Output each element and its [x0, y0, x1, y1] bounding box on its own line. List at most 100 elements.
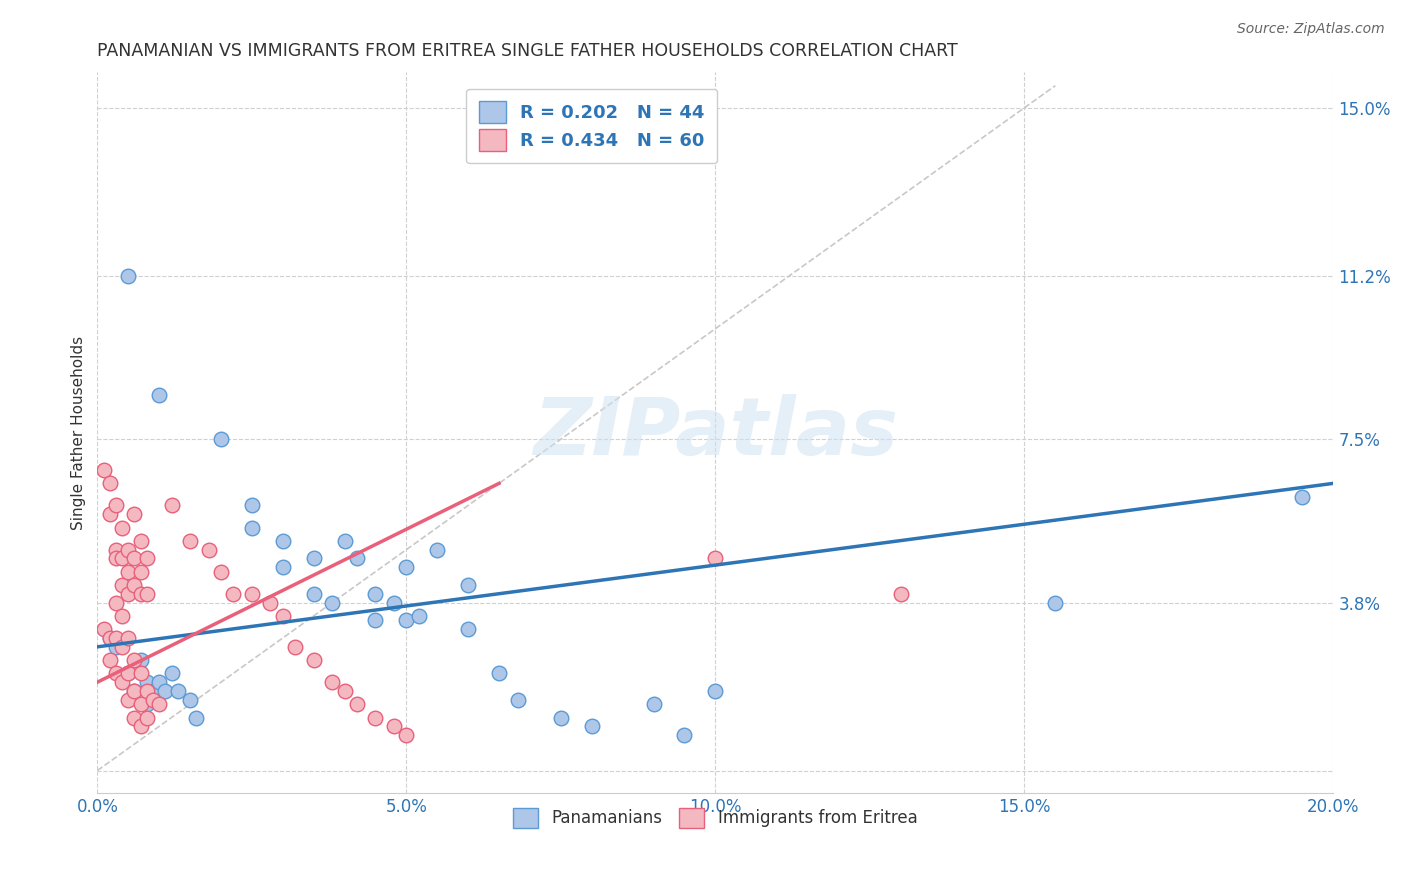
Point [1291, 490, 1313, 504]
Point [111, 640, 134, 654]
Point [135, 675, 157, 690]
Point [104, 499, 127, 513]
Point [117, 268, 139, 283]
Point [117, 565, 139, 579]
Text: Source: ZipAtlas.com: Source: ZipAtlas.com [1237, 22, 1385, 37]
Point [135, 684, 157, 698]
Point [104, 596, 127, 610]
Point [333, 533, 356, 548]
Point [271, 533, 294, 548]
Point [124, 551, 146, 566]
Point [98, 631, 121, 645]
Point [148, 675, 170, 690]
Point [890, 587, 912, 601]
Point [111, 675, 134, 690]
Point [124, 508, 146, 522]
Point [148, 388, 170, 402]
Point [321, 596, 343, 610]
Point [209, 565, 232, 579]
Point [142, 684, 165, 698]
Point [124, 653, 146, 667]
Y-axis label: Single Father Households: Single Father Households [72, 335, 86, 530]
Point [408, 608, 430, 623]
Point [550, 710, 572, 724]
Legend: Panamanians, Immigrants from Eritrea: Panamanians, Immigrants from Eritrea [506, 801, 924, 835]
Point [506, 693, 529, 707]
Point [364, 587, 387, 601]
Point [135, 710, 157, 724]
Point [124, 684, 146, 698]
Point [457, 578, 479, 592]
Point [98, 653, 121, 667]
Point [129, 698, 152, 712]
Point [160, 666, 183, 681]
Point [117, 666, 139, 681]
Point [302, 551, 325, 566]
Point [321, 675, 343, 690]
Point [346, 698, 368, 712]
Point [129, 653, 152, 667]
Point [117, 542, 139, 557]
Point [704, 551, 727, 566]
Point [197, 542, 219, 557]
Point [209, 432, 232, 446]
Point [129, 666, 152, 681]
Point [395, 560, 418, 574]
Point [222, 587, 245, 601]
Point [284, 640, 307, 654]
Point [179, 693, 201, 707]
Point [160, 499, 183, 513]
Point [240, 587, 263, 601]
Point [395, 613, 418, 627]
Point [111, 578, 134, 592]
Point [259, 596, 281, 610]
Point [457, 622, 479, 636]
Point [271, 608, 294, 623]
Point [148, 698, 170, 712]
Point [382, 596, 405, 610]
Point [104, 666, 127, 681]
Point [395, 728, 418, 742]
Point [98, 508, 121, 522]
Point [111, 520, 134, 534]
Point [302, 653, 325, 667]
Point [364, 613, 387, 627]
Point [93, 622, 115, 636]
Point [643, 698, 665, 712]
Point [111, 608, 134, 623]
Point [98, 476, 121, 491]
Point [302, 587, 325, 601]
Point [124, 684, 146, 698]
Point [104, 542, 127, 557]
Point [104, 551, 127, 566]
Point [117, 587, 139, 601]
Point [382, 719, 405, 733]
Point [135, 587, 157, 601]
Point [581, 719, 603, 733]
Point [111, 551, 134, 566]
Point [135, 698, 157, 712]
Point [271, 560, 294, 574]
Point [704, 684, 727, 698]
Point [135, 551, 157, 566]
Point [179, 533, 201, 548]
Point [155, 684, 177, 698]
Point [186, 710, 208, 724]
Point [488, 666, 510, 681]
Point [124, 578, 146, 592]
Point [117, 666, 139, 681]
Point [124, 710, 146, 724]
Point [117, 693, 139, 707]
Point [240, 499, 263, 513]
Point [129, 565, 152, 579]
Point [129, 587, 152, 601]
Point [98, 631, 121, 645]
Point [93, 463, 115, 477]
Point [129, 533, 152, 548]
Text: PANAMANIAN VS IMMIGRANTS FROM ERITREA SINGLE FATHER HOUSEHOLDS CORRELATION CHART: PANAMANIAN VS IMMIGRANTS FROM ERITREA SI… [97, 42, 957, 60]
Point [1045, 596, 1067, 610]
Point [166, 684, 188, 698]
Point [129, 719, 152, 733]
Point [346, 551, 368, 566]
Point [117, 631, 139, 645]
